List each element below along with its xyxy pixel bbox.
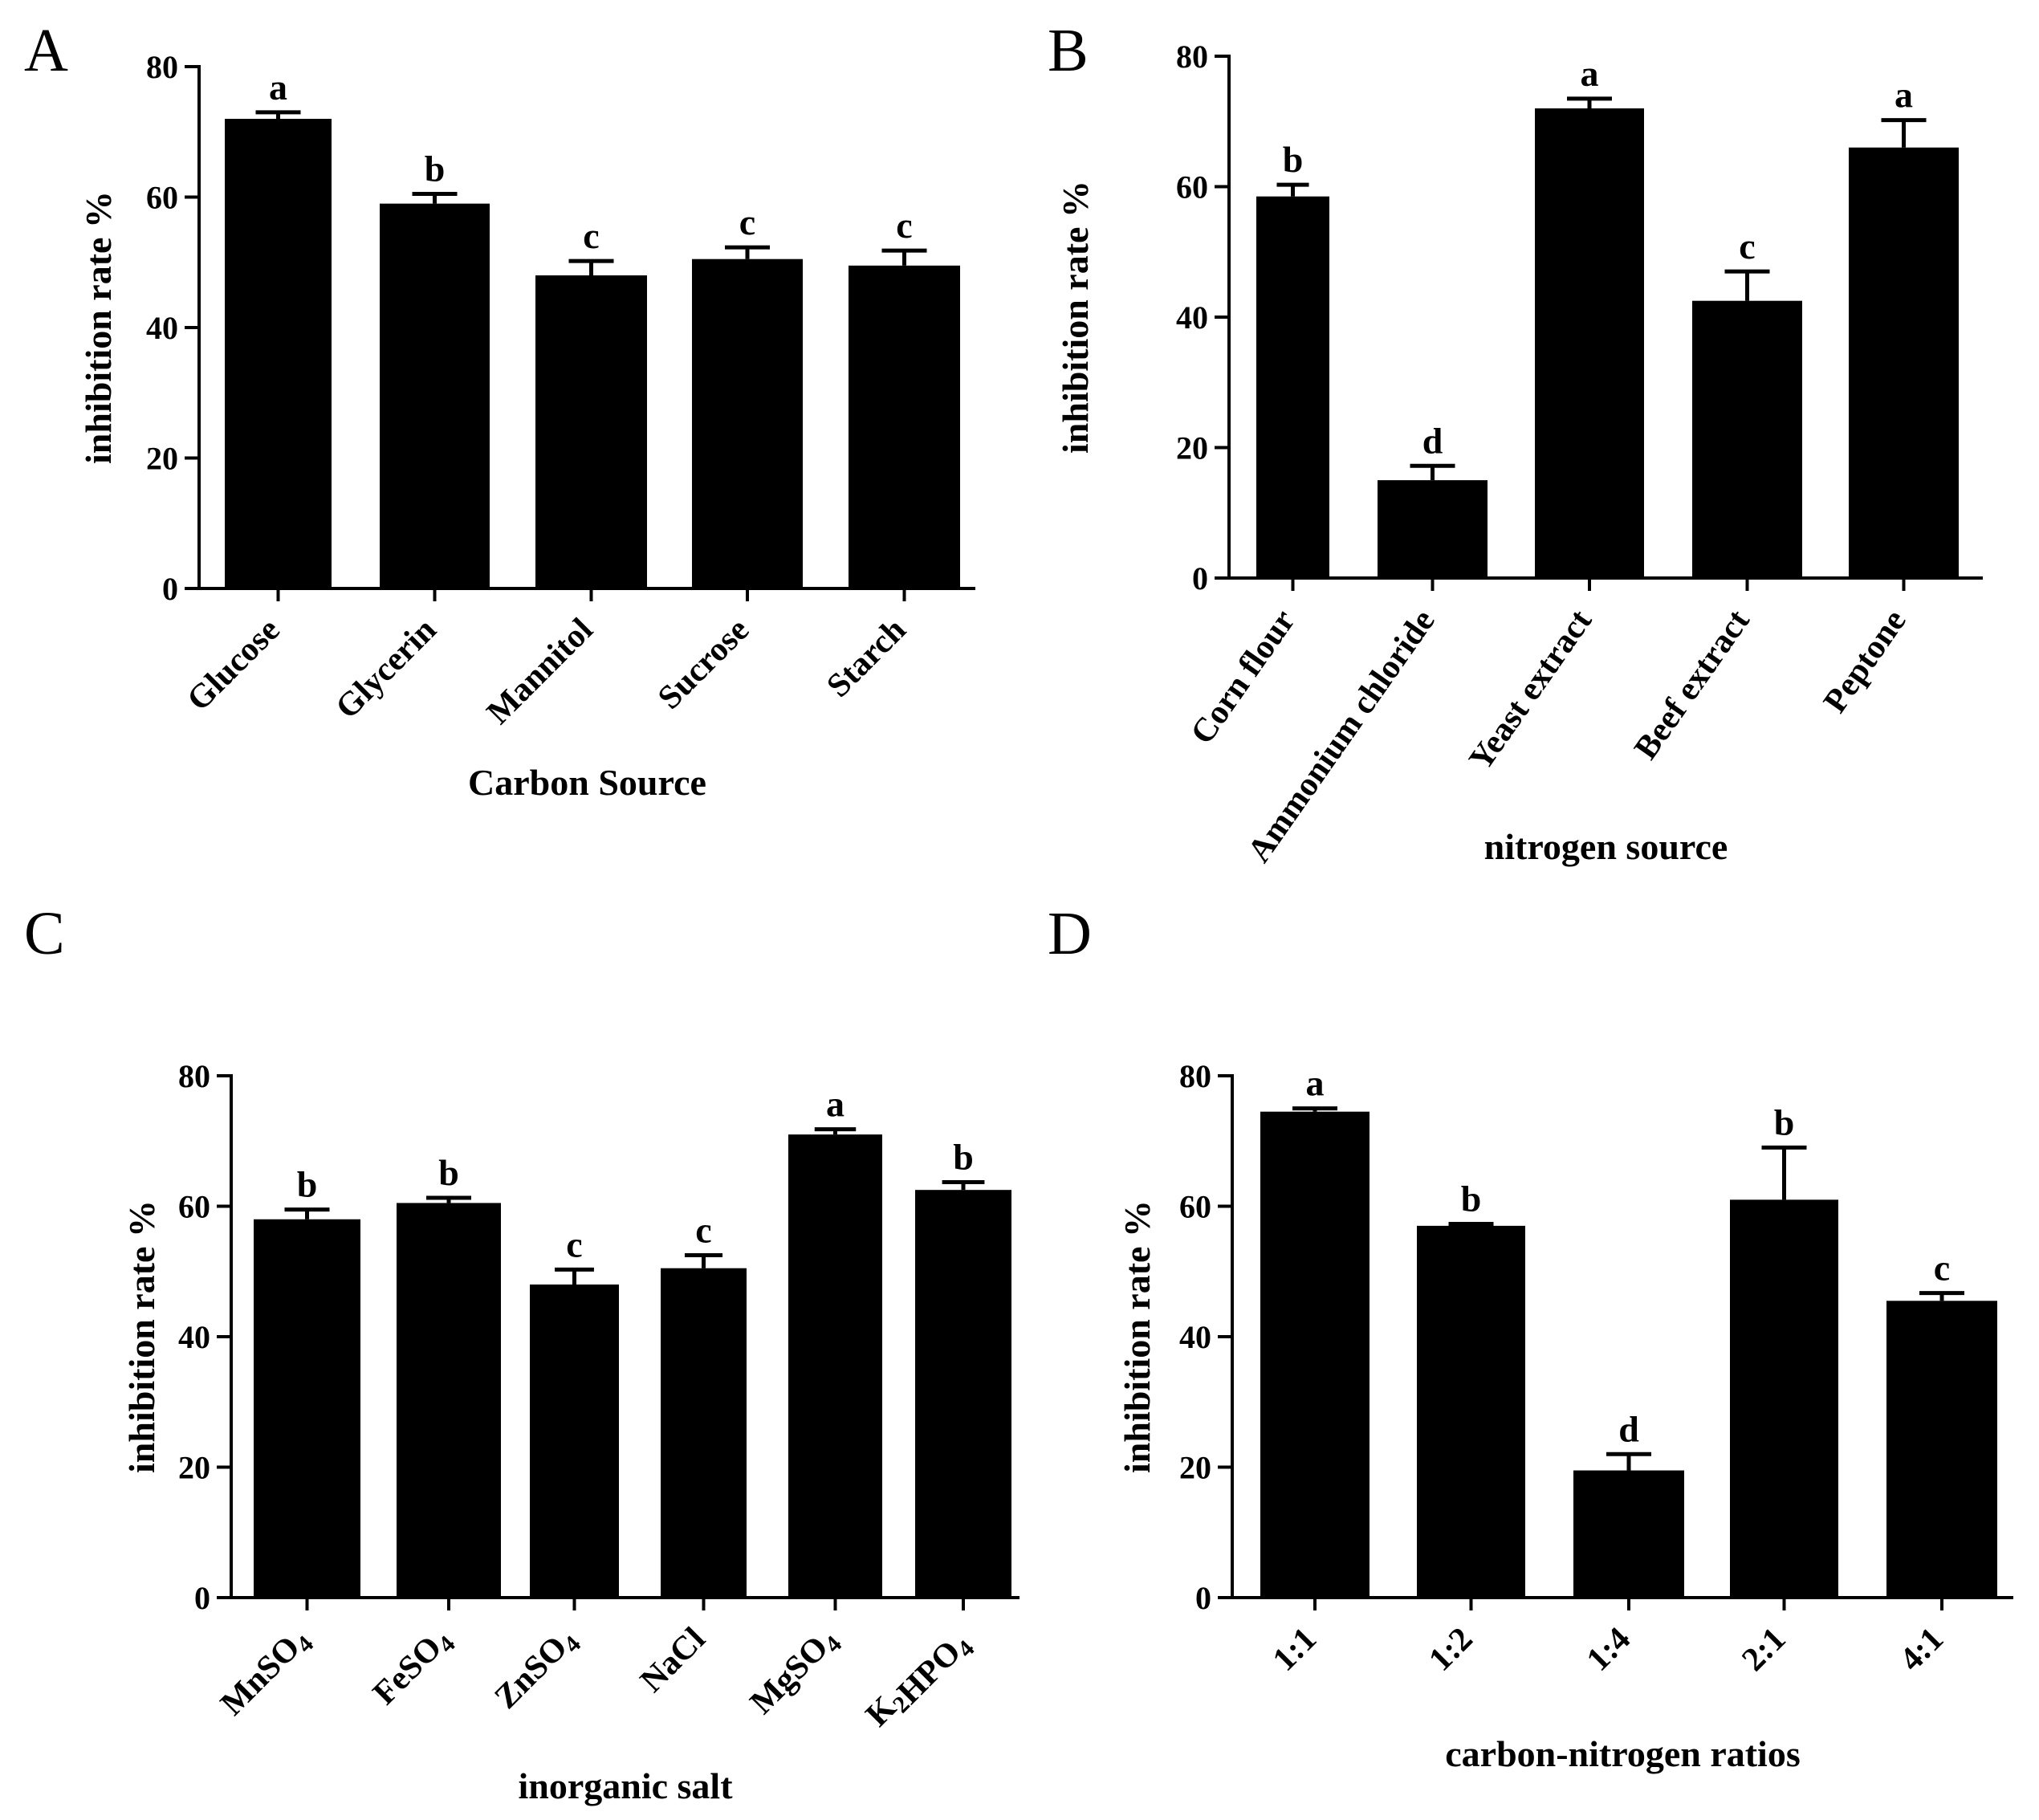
- bar: [397, 1203, 501, 1598]
- significance-letter: b: [438, 1152, 459, 1193]
- bar: [661, 1268, 747, 1598]
- panel-letter: B: [1048, 17, 1089, 84]
- category-label: Mannitol: [480, 612, 600, 732]
- category-label: ZnSO4: [487, 1621, 586, 1720]
- significance-letter: d: [1422, 420, 1443, 461]
- category-label: Glucose: [180, 612, 287, 719]
- significance-letter: a: [1581, 53, 1599, 94]
- category-label: 1:2: [1422, 1621, 1479, 1679]
- y-tick-label: 40: [1176, 299, 1208, 336]
- significance-letter: c: [1934, 1248, 1950, 1289]
- y-tick-label: 0: [1192, 560, 1208, 596]
- y-tick-label: 80: [178, 1058, 210, 1094]
- x-axis-title: nitrogen source: [1484, 826, 1728, 867]
- category-label: Yeast extract: [1462, 603, 1599, 776]
- category-label: 1:1: [1266, 1621, 1324, 1679]
- y-tick-label: 60: [1176, 169, 1208, 206]
- chart-panel-d: D 0 20 40 60 80 a 1:1 b 1:2 d 1:4 b 2:1 c 4:1 carbon-nit…: [1048, 900, 2013, 1774]
- bar: [530, 1285, 619, 1598]
- chart-panel-a: A 0 20 40 60 80 a Glucose b Glycerin c Mannitol c Suc…: [24, 17, 975, 803]
- bar: [788, 1134, 882, 1598]
- significance-letter: d: [1618, 1408, 1639, 1449]
- significance-letter: b: [425, 148, 446, 189]
- y-tick-label: 80: [1179, 1058, 1211, 1094]
- category-label: 2:1: [1735, 1621, 1793, 1679]
- y-tick-label: 20: [1176, 430, 1208, 466]
- y-tick-label: 40: [146, 310, 178, 346]
- category-label: MgSO4: [743, 1621, 847, 1724]
- significance-letter: c: [583, 215, 599, 256]
- category-label: 4:1: [1893, 1621, 1951, 1679]
- y-tick-label: 40: [178, 1319, 210, 1355]
- category-label: Glycerin: [329, 612, 444, 727]
- y-tick-label: 80: [146, 49, 178, 85]
- bar: [1535, 108, 1644, 578]
- y-tick-label: 20: [178, 1450, 210, 1486]
- bar: [1417, 1225, 1525, 1598]
- y-axis-title: inhibition rate %: [1055, 181, 1096, 454]
- significance-letter: a: [269, 67, 287, 108]
- significance-letter: b: [1774, 1101, 1795, 1142]
- significance-letter: a: [1895, 75, 1913, 116]
- bar: [225, 119, 332, 588]
- y-tick-label: 80: [1176, 39, 1208, 75]
- y-tick-label: 60: [1179, 1189, 1211, 1225]
- bar: [1573, 1470, 1684, 1598]
- y-axis-title: inhibition rate %: [78, 191, 119, 464]
- significance-letter: a: [1306, 1063, 1325, 1104]
- bar: [1886, 1301, 1997, 1598]
- y-tick-label: 20: [1179, 1450, 1211, 1486]
- category-label: FeSO4: [366, 1621, 461, 1716]
- bar: [915, 1190, 1011, 1598]
- bar: [1730, 1199, 1838, 1598]
- category-label: 1:4: [1580, 1621, 1638, 1679]
- bar: [1378, 480, 1488, 578]
- bar: [1849, 147, 1959, 578]
- bar: [1260, 1111, 1370, 1598]
- category-label: NaCl: [633, 1621, 713, 1700]
- bar: [254, 1219, 360, 1598]
- x-axis-title: inorganic salt: [518, 1765, 733, 1806]
- y-tick-label: 0: [194, 1580, 210, 1616]
- panel-letter: C: [24, 900, 65, 967]
- bar: [849, 265, 960, 588]
- y-tick-label: 60: [178, 1189, 210, 1225]
- significance-letter: c: [695, 1209, 711, 1250]
- panel-letter: A: [24, 17, 68, 84]
- category-label: MnSO4: [214, 1621, 319, 1726]
- category-label: K2HPO4: [859, 1621, 979, 1741]
- chart-panel-c: C 0 20 40 60 80 b MnSO4 b FeSO4 c ZnSO4 c NaCl a MgSO4 b…: [24, 900, 1019, 1806]
- category-label: Starch: [820, 612, 913, 705]
- y-tick-label: 0: [162, 571, 178, 607]
- x-axis-title: Carbon Source: [468, 762, 706, 803]
- significance-letter: c: [1739, 226, 1755, 267]
- category-label: Peptone: [1817, 603, 1914, 719]
- significance-letter: b: [1461, 1178, 1482, 1219]
- bar: [692, 259, 803, 588]
- significance-letter: c: [566, 1224, 582, 1264]
- y-tick-label: 0: [1195, 1580, 1211, 1616]
- y-tick-label: 20: [146, 441, 178, 477]
- significance-letter: b: [1283, 139, 1304, 180]
- category-label: Beef extract: [1627, 603, 1756, 766]
- significance-letter: b: [297, 1164, 318, 1205]
- significance-letter: b: [953, 1136, 974, 1177]
- bar: [380, 203, 490, 588]
- panel-letter: D: [1048, 900, 1092, 967]
- x-axis-title: carbon-nitrogen ratios: [1445, 1733, 1801, 1774]
- y-tick-label: 60: [146, 180, 178, 216]
- bar: [535, 275, 647, 588]
- category-label: Sucrose: [651, 612, 756, 717]
- y-axis-title: inhibition rate %: [121, 1200, 162, 1473]
- significance-letter: c: [739, 202, 755, 242]
- y-tick-label: 40: [1179, 1319, 1211, 1355]
- significance-letter: a: [826, 1084, 844, 1125]
- bar: [1692, 300, 1802, 578]
- bar: [1256, 196, 1329, 578]
- y-axis-title: inhibition rate %: [1117, 1200, 1158, 1473]
- significance-letter: c: [896, 205, 912, 246]
- category-label: Corn flour: [1184, 603, 1303, 751]
